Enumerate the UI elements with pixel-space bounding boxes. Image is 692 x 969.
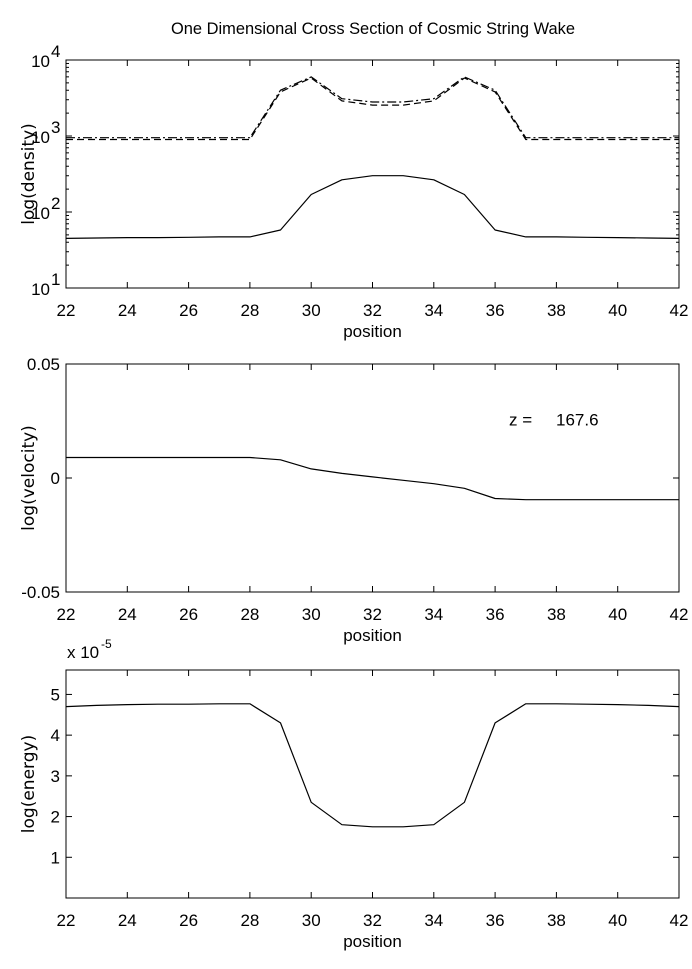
energy-x-tick-label: 26 <box>179 911 198 930</box>
velocity-annotation-value: 167.6 <box>556 411 599 430</box>
velocity-x-tick-label: 24 <box>118 605 137 624</box>
energy-y-tick-label: 1 <box>51 848 60 867</box>
velocity-chart: 22 24 26 28 30 32 34 36 38 40 42 -0.05 0 0.05 position… <box>19 355 688 645</box>
energy-x-tick-label: 30 <box>302 911 321 930</box>
density-x-tick-label: 24 <box>118 301 137 320</box>
density-y-tick-exponent: 3 <box>51 118 60 137</box>
density-y-tick-exponent: 2 <box>51 194 60 213</box>
energy-x-axis-label: position <box>343 932 402 951</box>
energy-y-tick-label: 2 <box>51 808 60 827</box>
velocity-plot-frame <box>65 363 680 593</box>
velocity-y-axis-label: log(velocity) <box>19 425 39 531</box>
density-y-tick-label: 10 <box>31 280 50 299</box>
density-x-tick-label: 34 <box>424 301 443 320</box>
density-x-tick-label: 40 <box>608 301 627 320</box>
velocity-x-tick-label: 32 <box>363 605 382 624</box>
density-y-tick-exponent: 4 <box>51 42 60 61</box>
velocity-y-tick-label: 0.05 <box>27 355 60 374</box>
energy-x-tick-label: 36 <box>486 911 505 930</box>
velocity-x-axis-label: position <box>343 626 402 645</box>
energy-y-axis-label: log(energy) <box>19 735 39 833</box>
velocity-x-tick-label: 28 <box>240 605 259 624</box>
density-y-tick-label: 10 <box>31 128 50 147</box>
density-x-tick-label: 26 <box>179 301 198 320</box>
energy-chart: 22 24 26 28 30 32 34 36 38 40 4212345positionlog(e… <box>19 637 688 951</box>
energy-x-tick-label: 22 <box>57 911 76 930</box>
energy-scale-exponent: -5 <box>101 637 112 651</box>
density-plot-frame <box>65 59 680 289</box>
density-y-axis-label: log(density) <box>19 123 39 225</box>
energy-x-tick-label: 34 <box>424 911 443 930</box>
figure-title: One Dimensional Cross Section of Cosmic … <box>171 19 575 38</box>
velocity-series-solid <box>66 456 679 501</box>
density-y-tick-label: 10 <box>31 52 50 71</box>
density-y-tick-label: 10 <box>31 204 50 223</box>
density-series-dashdot <box>66 76 679 139</box>
energy-y-tick-label: 5 <box>51 685 60 704</box>
velocity-y-tick-label: 0 <box>51 469 60 488</box>
energy-x-tick-label: 40 <box>608 911 627 930</box>
energy-x-tick-label: 28 <box>240 911 259 930</box>
density-x-tick-label: 28 <box>240 301 259 320</box>
velocity-x-tick-label: 26 <box>179 605 198 624</box>
density-x-tick-label: 42 <box>670 301 689 320</box>
velocity-annotation-label: z = <box>509 411 532 430</box>
energy-x-tick-label: 32 <box>363 911 382 930</box>
velocity-y-tick-label: -0.05 <box>21 583 60 602</box>
energy-series-solid <box>65 703 680 828</box>
energy-y-tick-label: 3 <box>51 767 60 786</box>
density-series-dashed <box>66 77 679 141</box>
velocity-x-tick-label: 36 <box>486 605 505 624</box>
density-x-tick-label: 38 <box>547 301 566 320</box>
density-x-tick-label: 22 <box>57 301 76 320</box>
velocity-x-tick-label: 38 <box>547 605 566 624</box>
density-y-tick-exponent: 1 <box>51 270 60 289</box>
velocity-x-tick-label: 34 <box>424 605 443 624</box>
density-x-tick-label: 32 <box>363 301 382 320</box>
energy-scale-prefix: x 10 <box>67 643 99 662</box>
energy-x-tick-label: 24 <box>118 911 137 930</box>
energy-x-tick-label: 42 <box>670 911 689 930</box>
energy-x-tick-label: 38 <box>547 911 566 930</box>
velocity-x-tick-label: 42 <box>670 605 689 624</box>
density-series-solid <box>65 175 680 239</box>
velocity-x-tick-label: 22 <box>57 605 76 624</box>
density-chart: 22 24 26 28 30 32 34 36 38 40 42101102103104positi… <box>19 42 688 341</box>
velocity-x-tick-label: 40 <box>608 605 627 624</box>
velocity-x-tick-label: 30 <box>302 605 321 624</box>
density-x-tick-label: 30 <box>302 301 321 320</box>
density-x-axis-label: position <box>343 322 402 341</box>
energy-y-tick-label: 4 <box>51 726 60 745</box>
density-x-tick-label: 36 <box>486 301 505 320</box>
